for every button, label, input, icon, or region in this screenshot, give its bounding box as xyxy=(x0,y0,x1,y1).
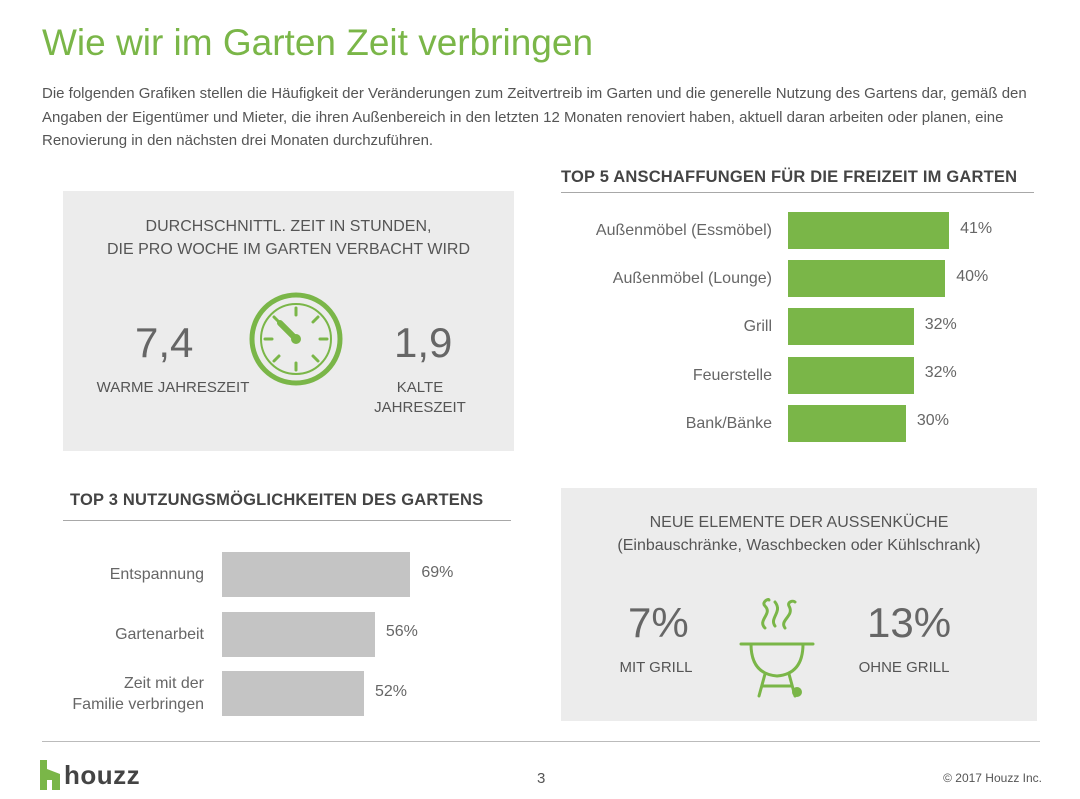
outdoor-kitchen-title: NEUE ELEMENTE DER AUSSENKÜCHE (Einbausch… xyxy=(617,514,981,554)
bar-value-label: 32% xyxy=(924,364,957,382)
bar-value-label: 40% xyxy=(956,267,989,285)
with-grill-label: MIT GRILL xyxy=(619,659,693,676)
bar xyxy=(222,552,411,597)
time-panel-title: DURCHSCHNITTL. ZEIT IN STUNDEN, DIE PRO … xyxy=(107,218,470,258)
bar-value-label: 41% xyxy=(960,219,993,237)
warm-season-label: WARME JAHRESZEIT xyxy=(96,379,250,396)
top5-chart-title: TOP 5 ANSCHAFFUNGEN FÜR DIE FREIZEIT IM … xyxy=(561,168,1018,186)
bar-value-label: 30% xyxy=(916,412,949,430)
bar xyxy=(788,356,914,394)
bar-label: Bank/Bänke xyxy=(685,414,772,432)
bar-label: Gartenarbeit xyxy=(115,625,204,643)
bar xyxy=(788,404,906,442)
cold-season-label: KALTE JAHRESZEIT xyxy=(374,379,466,416)
page-number: 3 xyxy=(537,770,546,787)
houzz-logo-icon xyxy=(40,760,60,790)
bar xyxy=(222,611,375,657)
warm-season-value: 7,4 xyxy=(135,319,194,366)
bar-label: Außenmöbel (Lounge) xyxy=(612,270,772,288)
bar-label: Feuerstelle xyxy=(692,366,772,384)
bar-label: Zeit mit der Familie verbringen xyxy=(72,674,204,713)
bar xyxy=(222,671,364,716)
with-grill-value: 7% xyxy=(628,599,689,646)
bar-value-label: 52% xyxy=(374,682,407,700)
time-panel: DURCHSCHNITTL. ZEIT IN STUNDEN, DIE PRO … xyxy=(63,191,514,451)
bar-label: Grill xyxy=(743,318,772,336)
cold-season-value: 1,9 xyxy=(394,319,453,366)
bar xyxy=(788,260,946,298)
intro-text: Die folgenden Grafiken stellen die Häufi… xyxy=(42,85,1027,149)
bar-value-label: 56% xyxy=(385,623,418,640)
without-grill-label: OHNE GRILL xyxy=(858,659,950,676)
outdoor-kitchen-panel: NEUE ELEMENTE DER AUSSENKÜCHE (Einbausch… xyxy=(561,488,1037,721)
top5-chart-rule xyxy=(561,192,1034,193)
top3-chart-rule xyxy=(63,520,511,521)
copyright: © 2017 Houzz Inc. xyxy=(943,771,1042,785)
footer-rule xyxy=(42,741,1040,742)
bar-label: Außenmöbel (Essmöbel) xyxy=(595,222,772,239)
bar-value-label: 69% xyxy=(421,563,454,581)
bar xyxy=(788,308,914,346)
clock-icon xyxy=(248,291,344,387)
houzz-logo-text: houzz xyxy=(64,760,141,790)
bar-label: Entspannung xyxy=(109,566,204,583)
page-title: Wie wir im Garten Zeit verbringen xyxy=(42,22,594,63)
grill-icon xyxy=(739,598,815,702)
bar xyxy=(788,212,950,249)
without-grill-value: 13% xyxy=(867,599,952,646)
top3-chart-title: TOP 3 NUTZUNGSMÖGLICHKEITEN DES GARTENS xyxy=(70,491,484,509)
bar-value-label: 32% xyxy=(924,315,957,333)
